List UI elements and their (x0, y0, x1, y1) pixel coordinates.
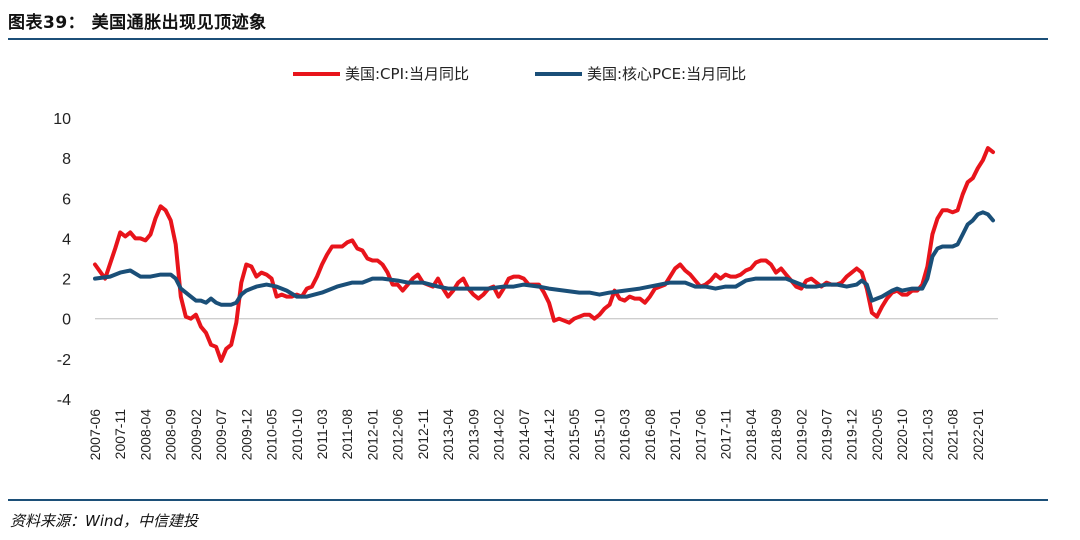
x-tick-label: 2014-12 (541, 409, 557, 461)
figure-title: 图表39： 美国通胀出现见顶迹象 (8, 13, 267, 33)
x-tick-label: 2021-08 (945, 409, 961, 461)
x-tick-label: 2016-03 (617, 409, 633, 461)
x-tick-label: 2015-10 (591, 409, 607, 461)
x-tick-label: 2011-03 (314, 409, 330, 460)
x-tick-label: 2020-05 (869, 409, 885, 461)
x-tick-label: 2009-02 (188, 409, 204, 461)
y-tick-label: 10 (53, 111, 71, 128)
series-line-2 (93, 210, 995, 307)
x-tick-label: 2013-04 (440, 409, 456, 461)
x-tick-label: 2009-12 (238, 409, 254, 461)
title-divider (8, 38, 1048, 40)
source-note: 资料来源：Wind，中信建投 (10, 512, 199, 530)
x-tick-label: 2012-01 (364, 409, 380, 461)
y-tick-label: 0 (62, 312, 71, 329)
x-tick-label: 2007-11 (112, 409, 128, 460)
legend-label-2: 美国:核心PCE:当月同比 (587, 65, 746, 83)
x-tick-label: 2019-07 (818, 409, 834, 461)
line-chart: -4 -2 0 2 4 6 8 10 2007-06 2007-11 2008-04 2008-09 2… (53, 65, 998, 461)
x-tick-label: 2014-02 (491, 409, 507, 461)
footer-divider (8, 499, 1048, 501)
x-tick-label: 2019-12 (844, 409, 860, 461)
y-tick-label: 4 (62, 231, 71, 248)
x-tick-label: 2022-01 (970, 409, 986, 461)
x-tick-label: 2017-06 (692, 409, 708, 461)
title-bar: 图表39： 美国通胀出现见顶迹象 (8, 6, 1048, 36)
x-tick-label: 2012-11 (415, 409, 431, 460)
x-tick-label: 2010-05 (264, 409, 280, 461)
x-tick-label: 2013-09 (465, 409, 481, 461)
legend-label-1: 美国:CPI:当月同比 (345, 65, 469, 83)
x-tick-label: 2014-07 (516, 409, 532, 461)
x-tick-label: 2009-07 (213, 409, 229, 461)
y-tick-label: -4 (57, 392, 71, 409)
x-tick-label: 2015-05 (566, 409, 582, 461)
x-tick-label: 2018-09 (768, 409, 784, 461)
x-tick-label: 2016-08 (642, 409, 658, 461)
y-tick-label: 8 (62, 151, 71, 168)
x-tick-label: 2019-02 (793, 409, 809, 461)
y-tick-label: -2 (57, 352, 71, 369)
x-tick-label: 2021-03 (919, 409, 935, 461)
y-tick-label: 6 (62, 191, 71, 208)
x-tick-label: 2018-04 (743, 409, 759, 461)
x-tick-label: 2020-10 (894, 409, 910, 461)
x-tick-label: 2007-06 (87, 409, 103, 461)
x-tick-label: 2011-08 (339, 409, 355, 460)
x-tick-label: 2012-06 (390, 409, 406, 461)
x-tick-label: 2017-01 (667, 409, 683, 461)
x-tick-label: 2008-09 (163, 409, 179, 461)
x-tick-label: 2017-11 (718, 409, 734, 460)
series-line-1 (93, 146, 995, 363)
x-tick-label: 2008-04 (137, 409, 153, 461)
y-tick-label: 2 (62, 272, 71, 289)
x-tick-label: 2010-10 (289, 409, 305, 461)
